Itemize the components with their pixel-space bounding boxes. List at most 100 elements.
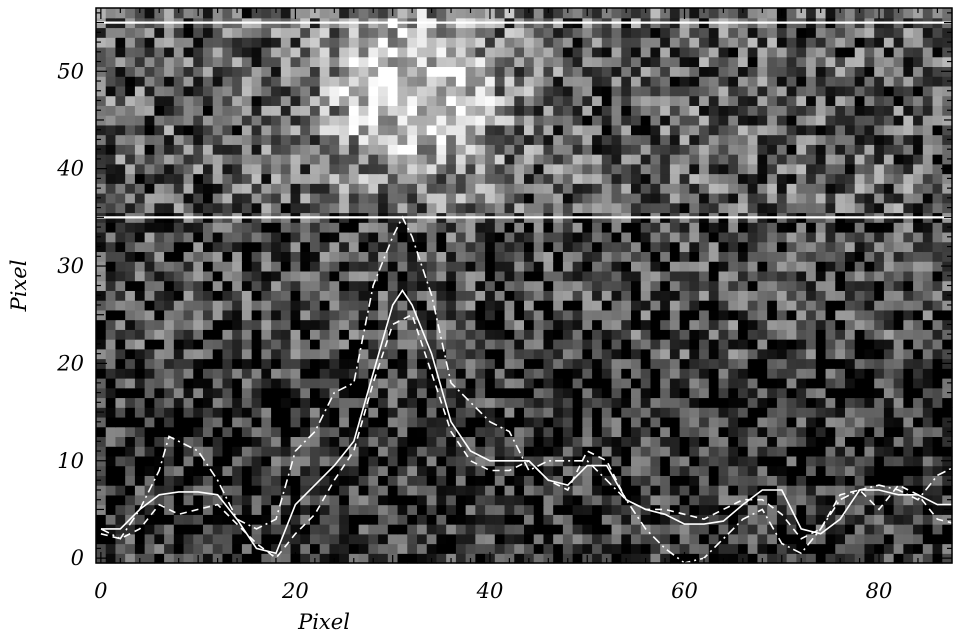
heatmap-cell: [193, 241, 204, 253]
heatmap-cell: [290, 329, 301, 340]
heatmap-cell: [290, 37, 301, 48]
heatmap-cell: [475, 46, 486, 58]
heatmap-cell: [592, 46, 603, 58]
heatmap-cell: [485, 241, 496, 253]
heatmap-cell: [290, 465, 301, 476]
heatmap-cell: [796, 85, 807, 97]
heatmap-cell: [718, 37, 729, 48]
heatmap-cell: [212, 348, 224, 360]
heatmap-cell: [747, 85, 759, 97]
heatmap-cell: [241, 46, 253, 58]
heatmap-cell: [524, 241, 535, 253]
heatmap-cell: [125, 358, 136, 369]
heatmap-cell: [378, 524, 389, 535]
heatmap-cell: [679, 193, 690, 204]
heatmap-cell: [543, 37, 554, 48]
heatmap-cell: [922, 37, 934, 48]
heatmap-cell: [874, 475, 885, 486]
heatmap-cell: [368, 46, 379, 58]
heatmap-cell: [689, 193, 700, 204]
heatmap-cell: [310, 446, 321, 457]
heatmap-cell: [728, 426, 739, 438]
heatmap-cell: [572, 115, 583, 126]
heatmap-cell: [874, 222, 885, 233]
heatmap-cell: [271, 231, 282, 243]
heatmap-cell: [164, 46, 175, 58]
heatmap-cell: [378, 290, 389, 301]
heatmap-cell: [378, 465, 389, 476]
heatmap-cell: [426, 115, 438, 126]
heatmap-cell: [864, 465, 875, 476]
heatmap-cell: [572, 553, 583, 564]
heatmap-cell: [203, 173, 214, 184]
heatmap-cell: [757, 329, 768, 340]
heatmap-cell: [903, 309, 914, 321]
heatmap-cell: [533, 183, 545, 194]
heatmap-cell: [708, 95, 720, 106]
heatmap-cell: [436, 368, 447, 379]
heatmap-cell: [397, 134, 408, 145]
heatmap-cell: [864, 524, 875, 535]
heatmap-cell: [806, 387, 817, 399]
heatmap-cell: [96, 46, 107, 58]
heatmap-cell: [329, 416, 340, 428]
heatmap-cell: [144, 533, 155, 545]
heatmap-cell: [455, 134, 467, 145]
heatmap-cell: [669, 154, 681, 165]
heatmap-cell: [874, 514, 885, 525]
heatmap-cell: [864, 309, 875, 321]
heatmap-cell: [426, 46, 438, 58]
heatmap-cell: [786, 300, 797, 311]
heatmap-cell: [417, 378, 428, 389]
heatmap-cell: [582, 222, 593, 233]
heatmap-cell: [524, 95, 535, 106]
heatmap-cell: [562, 163, 574, 175]
heatmap-cell: [134, 494, 146, 506]
heatmap-cell: [96, 280, 107, 291]
heatmap-cell: [669, 144, 681, 155]
heatmap-cell: [747, 8, 759, 19]
heatmap-cell: [339, 387, 350, 399]
heatmap-cell: [913, 309, 924, 321]
heatmap-cell: [319, 27, 331, 38]
heatmap-cell: [290, 358, 301, 369]
heatmap-cell: [689, 76, 700, 87]
heatmap-cell: [611, 378, 622, 389]
heatmap-cell: [105, 348, 117, 360]
heatmap-cell: [815, 241, 827, 253]
heatmap-cell: [154, 407, 165, 418]
heatmap-cell: [533, 533, 545, 545]
heatmap-cell: [494, 407, 506, 418]
heatmap-cell: [874, 446, 885, 457]
heatmap-cell: [485, 251, 496, 262]
heatmap-cell: [689, 46, 700, 58]
heatmap-cell: [815, 426, 827, 438]
heatmap-cell: [747, 280, 759, 291]
heatmap-cell: [426, 261, 438, 272]
heatmap-cell: [339, 524, 350, 535]
heatmap-cell: [913, 173, 924, 184]
heatmap-cell: [669, 76, 681, 87]
heatmap-cell: [825, 115, 836, 126]
heatmap-cell: [446, 543, 457, 554]
heatmap-cell: [669, 56, 681, 68]
heatmap-cell: [426, 163, 438, 175]
heatmap-cell: [806, 319, 817, 330]
heatmap-cell: [631, 378, 642, 389]
heatmap-cell: [203, 66, 214, 77]
heatmap-cell: [835, 290, 846, 301]
heatmap-cell: [854, 300, 866, 311]
heatmap-cell: [533, 66, 545, 77]
heatmap-cell: [154, 56, 165, 68]
heatmap-cell: [757, 124, 768, 136]
heatmap-cell: [465, 426, 476, 438]
heatmap-cell: [562, 231, 574, 243]
heatmap-cell: [514, 231, 525, 243]
heatmap-cell: [699, 387, 710, 399]
heatmap-cell: [339, 261, 350, 272]
heatmap-cell: [134, 309, 146, 321]
heatmap-cell: [485, 407, 496, 418]
heatmap-cell: [397, 37, 408, 48]
heatmap-cell: [417, 251, 428, 262]
heatmap-cell: [232, 193, 243, 204]
